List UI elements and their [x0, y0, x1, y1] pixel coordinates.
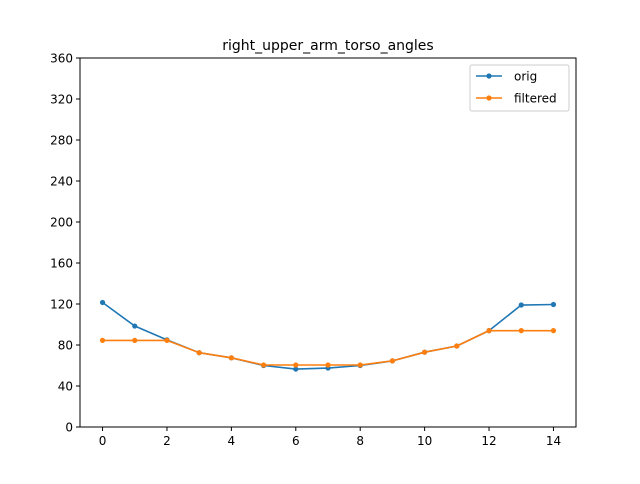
data-point-filtered [99, 337, 106, 343]
data-point-filtered [518, 328, 524, 334]
x-axis: 0 2 4 6 8 10 12 14 [99, 427, 561, 448]
legend: orig filtered [469, 64, 570, 112]
data-point-orig [132, 323, 138, 329]
y-tick-label: 120 [50, 298, 73, 312]
y-tick-label: 40 [58, 380, 73, 394]
y-axis: 0 40 80 120 160 200 240 280 320 360 [50, 52, 80, 435]
data-point-filtered [389, 358, 396, 364]
y-tick-label: 0 [65, 421, 73, 435]
data-point-filtered [132, 337, 138, 343]
data-point-filtered [293, 362, 299, 368]
data-point-filtered [164, 337, 170, 343]
legend-label-filtered: filtered [514, 92, 557, 106]
legend-marker-filtered [486, 95, 492, 101]
plot-frame [79, 57, 577, 428]
legend-item-filtered: filtered [476, 92, 557, 106]
legend-item-orig: orig [476, 70, 537, 84]
x-tick-label: 10 [417, 434, 432, 448]
data-point-filtered [454, 343, 460, 349]
y-tick-label: 320 [50, 93, 73, 107]
data-point-orig [99, 299, 106, 306]
y-tick-label: 200 [50, 216, 73, 230]
y-tick-label: 360 [50, 52, 73, 66]
y-tick-label: 280 [50, 134, 73, 148]
data-point-orig [518, 302, 524, 308]
plot-area [79, 57, 577, 428]
series-filtered [99, 328, 557, 368]
data-point-filtered [228, 355, 234, 361]
x-tick-label: 8 [356, 434, 364, 448]
y-tick-label: 240 [50, 175, 73, 189]
data-point-filtered [486, 328, 492, 334]
data-point-filtered [550, 328, 557, 334]
x-tick-label: 2 [163, 434, 171, 448]
data-point-filtered [422, 349, 428, 355]
data-point-filtered [325, 362, 331, 368]
x-tick-label: 0 [99, 434, 107, 448]
chart-title: right_upper_arm_torso_angles [222, 38, 433, 54]
y-tick-label: 160 [50, 257, 73, 271]
data-point-filtered [357, 362, 363, 368]
x-tick-label: 14 [546, 434, 561, 448]
x-tick-label: 6 [292, 434, 300, 448]
x-tick-label: 4 [228, 434, 236, 448]
data-point-orig [550, 301, 557, 308]
data-point-orig [293, 366, 299, 372]
data-point-filtered [196, 350, 202, 356]
series-layer [99, 299, 557, 372]
y-tick-label: 80 [58, 339, 73, 353]
legend-marker-orig [486, 73, 492, 79]
x-tick-label: 12 [481, 434, 496, 448]
legend-label-orig: orig [514, 70, 537, 84]
data-point-filtered [260, 362, 267, 368]
